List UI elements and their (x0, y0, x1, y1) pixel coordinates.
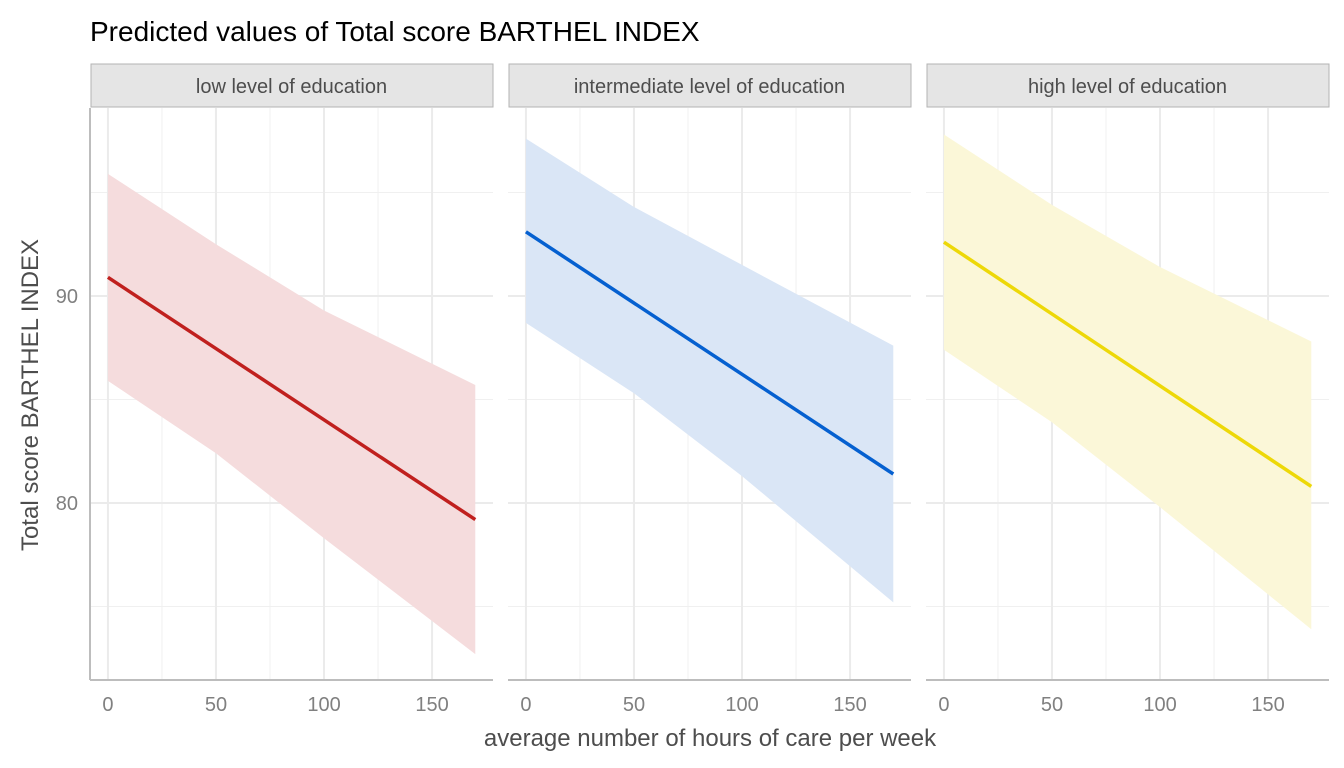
confidence-band (107, 173, 476, 655)
x-tick-label: 50 (205, 694, 227, 716)
confidence-band (943, 134, 1312, 630)
x-tick-label: 100 (307, 694, 340, 716)
x-tick-label: 0 (938, 694, 949, 716)
facet-strip (926, 63, 1330, 108)
x-tick-label: 150 (415, 694, 448, 716)
facet-label: low level of education (196, 76, 387, 98)
prediction-line (524, 230, 895, 476)
prediction-line (942, 240, 1313, 488)
facet-label: high level of education (1028, 76, 1227, 98)
y-tick-label: 90 (56, 286, 78, 308)
x-axis-label: average number of hours of care per week (484, 725, 937, 752)
facet-strip (90, 63, 494, 108)
x-tick-label: 100 (1143, 694, 1176, 716)
y-axis-label: Total score BARTHEL INDEX (17, 239, 44, 551)
x-tick-label: 150 (1251, 694, 1284, 716)
panel-2: high level of education 0 50 100 150 (926, 63, 1330, 716)
chart-title: Predicted values of Total score BARTHEL … (90, 16, 700, 47)
facet-strip (508, 63, 912, 108)
x-tick-label: 0 (102, 694, 113, 716)
x-tick-label: 0 (520, 694, 531, 716)
confidence-band (525, 138, 894, 603)
facet-label: intermediate level of education (574, 76, 845, 98)
x-tick-label: 100 (725, 694, 758, 716)
y-tick-label: 80 (56, 493, 78, 515)
x-tick-label: 50 (623, 694, 645, 716)
panel-0: low level of education 0 50 100 150 80 90 (56, 63, 494, 716)
x-tick-label: 150 (833, 694, 866, 716)
x-tick-label: 50 (1041, 694, 1063, 716)
panel-1: intermediate level of education 0 50 100 150 (508, 63, 912, 716)
prediction-line (106, 275, 477, 522)
